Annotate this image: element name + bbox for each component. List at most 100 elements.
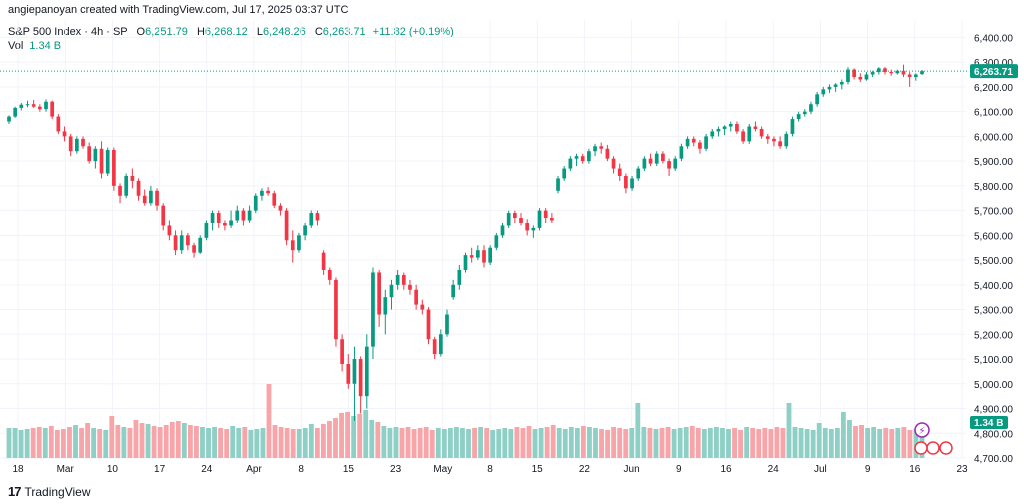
candle-body — [463, 255, 468, 270]
volume-bar — [677, 428, 683, 458]
candle-body — [876, 68, 881, 73]
volume-bar — [853, 426, 858, 458]
candle-body — [852, 69, 856, 78]
event-markers[interactable]: ⚡ — [914, 422, 953, 455]
volume-bar — [599, 429, 604, 458]
price-tick-label: 5,700.00 — [974, 207, 1013, 218]
candle-body — [796, 114, 801, 120]
time-tick-label: 16 — [909, 464, 921, 475]
candle-body — [167, 225, 172, 236]
candle-body — [685, 138, 690, 147]
candle-body — [698, 142, 702, 149]
candle-body — [562, 168, 567, 179]
volume-bar — [302, 428, 308, 458]
volume-bar — [387, 428, 393, 458]
price-tick-label: 6,200.00 — [974, 83, 1013, 94]
candle-body — [19, 104, 24, 108]
time-tick-label: 24 — [201, 464, 213, 475]
volume-bar — [526, 426, 532, 458]
price-chart[interactable]: 6,400.00 6,300.00 6,200.00 6,100.00 6,000.00… — [0, 0, 1024, 484]
candle-body — [704, 136, 708, 149]
candle-body — [667, 161, 671, 169]
candle-body — [531, 227, 536, 231]
flag-event-icon[interactable] — [939, 441, 953, 455]
volume-bar — [768, 429, 774, 458]
candle-body — [204, 222, 209, 238]
volume-bar — [254, 429, 260, 458]
flash-event-icon[interactable] — [914, 422, 930, 438]
last-price-badge: 6,263.71 — [970, 64, 1018, 79]
time-tick-label: 8 — [298, 464, 304, 475]
ohlc-row: S&P 500 Index · 4h · SP O6,251.79 H6,268… — [8, 24, 454, 40]
candle-body — [537, 210, 542, 228]
candle-body — [550, 218, 554, 221]
volume-bar — [91, 428, 97, 458]
price-tick-label: 6,100.00 — [974, 108, 1013, 119]
tradingview-logo-icon: 17 — [8, 484, 22, 499]
volume-bar — [12, 428, 18, 458]
candle-body — [247, 210, 252, 221]
candle-body — [500, 225, 505, 236]
volume-bar — [780, 428, 786, 458]
flag-event-icon[interactable] — [914, 441, 928, 455]
candle-body — [753, 126, 758, 129]
volume-bar — [345, 412, 351, 458]
time-tick-label: 24 — [768, 464, 780, 475]
candle-body — [25, 104, 30, 106]
volume-bar — [54, 430, 60, 458]
volume-bar — [508, 429, 514, 458]
volume-bar — [260, 428, 266, 458]
candle-body — [907, 74, 912, 78]
volume-bar — [635, 403, 641, 458]
symbol-label[interactable]: S&P 500 Index · 4h · SP — [8, 26, 128, 38]
candle-body — [679, 146, 684, 159]
volume-bar — [145, 424, 151, 458]
volume-bar — [242, 427, 248, 458]
candle-body — [389, 284, 394, 298]
candle-body — [75, 138, 79, 152]
price-axis[interactable]: 6,400.00 6,300.00 6,200.00 6,100.00 6,000.00… — [974, 33, 1013, 465]
candle-body — [445, 314, 449, 335]
volume-bar — [405, 427, 411, 458]
candle-body — [321, 252, 326, 270]
candle-body — [654, 153, 659, 164]
volume-bar — [913, 429, 919, 458]
candle-body — [414, 289, 418, 305]
vol-label[interactable]: Vol — [8, 40, 24, 52]
candle-body — [50, 101, 55, 117]
volume-bar — [333, 418, 338, 458]
volume-bar — [659, 428, 665, 458]
candle-body — [722, 126, 727, 129]
time-tick-label: Mar — [57, 464, 75, 475]
volume-bar — [774, 427, 780, 458]
volume-bar — [707, 428, 713, 458]
candle-body — [37, 106, 42, 110]
candle-body — [216, 213, 221, 223]
volume-bar — [230, 426, 236, 458]
volume-bar — [127, 428, 133, 458]
candle-body — [519, 218, 523, 223]
open-value: 6,251.79 — [145, 26, 188, 38]
candle-body — [673, 158, 678, 169]
change-value: +11.82 (+0.19%) — [372, 26, 454, 38]
volume-bar — [447, 428, 453, 458]
volume-bar — [720, 428, 725, 458]
time-axis[interactable]: 18 Mar 10 17 24 Apr 8 15 23 May 8 15 22 Jun 9 16 24 Jul 9 1… — [12, 464, 968, 475]
volume-bar — [79, 428, 84, 458]
volume-bar — [816, 423, 822, 458]
candle-body — [334, 279, 338, 340]
candle-body — [913, 74, 918, 78]
candle-body — [710, 131, 715, 137]
candle-body — [661, 153, 665, 162]
volume-bar — [103, 430, 109, 458]
candle-body — [691, 138, 696, 143]
candle-body — [266, 190, 270, 194]
volume-bar — [514, 427, 520, 458]
flag-event-icon[interactable] — [926, 441, 940, 455]
volume-bar — [290, 429, 296, 458]
volume-bar — [496, 429, 502, 458]
volume-bar — [139, 423, 145, 458]
volume-bar — [206, 428, 211, 458]
candle-body — [149, 190, 153, 204]
candle-body — [790, 119, 795, 134]
